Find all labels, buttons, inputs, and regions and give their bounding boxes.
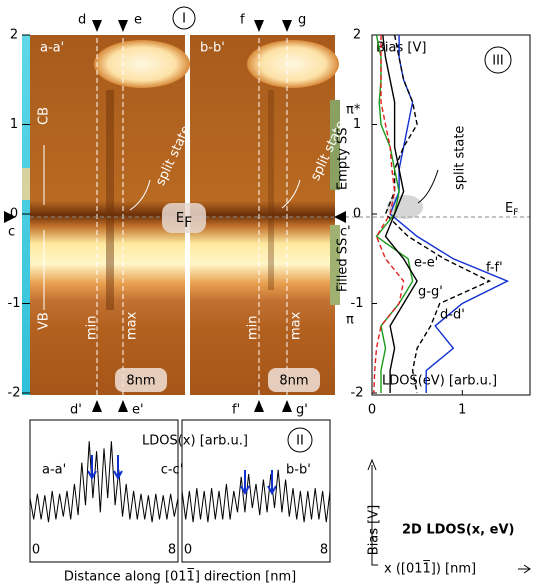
peak-arrow bbox=[113, 455, 123, 481]
profile-label: a-a' bbox=[42, 463, 66, 478]
profile-line bbox=[29, 441, 179, 523]
y-tick-label: -1 bbox=[8, 296, 21, 311]
image-right bbox=[190, 35, 335, 395]
cut-label: e bbox=[134, 13, 142, 28]
split-arrow bbox=[417, 169, 439, 204]
y-tick-label: 2 bbox=[353, 28, 361, 43]
panel-badge bbox=[484, 46, 512, 74]
cut-label: f' bbox=[232, 403, 240, 418]
panel-label: III bbox=[492, 54, 504, 69]
profile-line bbox=[181, 469, 331, 523]
y-tick-label: -1 bbox=[351, 296, 364, 311]
max-label: max bbox=[125, 311, 140, 340]
x-axis-label: LDOS(eV) [arb.u.] bbox=[382, 374, 497, 389]
y-axis-label: Bias [V] bbox=[376, 41, 426, 56]
cut-label: g' bbox=[296, 403, 308, 418]
ldos-curve bbox=[373, 35, 405, 394]
ef-main: E bbox=[176, 211, 184, 226]
pi-star: π* bbox=[346, 103, 361, 118]
min-label: min bbox=[246, 315, 261, 340]
profile-label: b-b' bbox=[286, 463, 311, 478]
profile-label: a-a' bbox=[40, 41, 64, 56]
filled-ss-strip bbox=[330, 225, 340, 305]
peak-arrow bbox=[267, 470, 277, 496]
cut-label: f bbox=[240, 13, 245, 28]
c-label: c' bbox=[340, 225, 351, 240]
x-tick-label: 8 bbox=[320, 543, 328, 558]
ef-sub: F bbox=[184, 215, 192, 231]
ldos-x-label: LDOS(x) [arb.u.] bbox=[142, 434, 248, 449]
cut-label: g bbox=[298, 13, 306, 28]
strip-mark bbox=[22, 168, 30, 200]
x-label: x ([011̅]) [nm] bbox=[384, 560, 476, 576]
frame bbox=[29, 419, 179, 563]
streak bbox=[106, 90, 114, 310]
ef-badge bbox=[162, 203, 206, 233]
bias-label: Bias [V] bbox=[367, 505, 382, 555]
cut-lines bbox=[96, 30, 288, 400]
panel-label: I bbox=[182, 12, 186, 27]
y-tick-label: 1 bbox=[353, 117, 361, 132]
panel-label: II bbox=[296, 434, 304, 449]
x-tick-label: 8 bbox=[168, 543, 176, 558]
y-tick-label: 0 bbox=[10, 207, 18, 222]
y-tick-label: 1 bbox=[10, 117, 18, 132]
y-tick-label: 2 bbox=[10, 28, 18, 43]
ef-label: EF bbox=[176, 211, 192, 232]
frame bbox=[371, 34, 531, 396]
bright-spot bbox=[94, 40, 190, 88]
scale-badge bbox=[115, 368, 167, 392]
scale-badge bbox=[268, 368, 320, 392]
axis-arrows bbox=[367, 458, 531, 574]
peak-arrow bbox=[240, 470, 250, 496]
pi: π bbox=[346, 313, 354, 328]
bright-spot bbox=[247, 40, 339, 88]
ldos-curve bbox=[384, 34, 492, 394]
streak bbox=[268, 90, 274, 290]
x-tick-label: 0 bbox=[368, 403, 376, 418]
cut-label: e' bbox=[132, 403, 144, 418]
cut-label: d' bbox=[70, 403, 82, 418]
profile-label: b-b' bbox=[200, 41, 225, 56]
y-tick-label: -2 bbox=[8, 386, 21, 401]
panel-badge bbox=[172, 6, 196, 30]
min-label: min bbox=[85, 315, 100, 340]
vb-label: VB bbox=[37, 312, 52, 330]
ef-main: E bbox=[505, 201, 513, 216]
c-label: c bbox=[8, 225, 15, 240]
x-tick-label: 1 bbox=[458, 403, 466, 418]
filled-ss: Filled SS bbox=[336, 238, 351, 292]
stm-image: I d e f g d' e' f' g' a-a' b-b' CB VB sp… bbox=[4, 6, 530, 418]
panel-badge bbox=[287, 427, 313, 453]
split-arrow bbox=[281, 179, 301, 209]
split-arrow bbox=[129, 179, 151, 211]
peak-arrow bbox=[87, 455, 97, 481]
curve-label: g-g' bbox=[418, 285, 443, 300]
x-tick-label: 0 bbox=[32, 543, 40, 558]
curve-label: d-d' bbox=[440, 308, 465, 323]
ldos-title: 2D LDOS(x, eV) bbox=[402, 523, 514, 538]
curve-label: e-e' bbox=[414, 256, 438, 271]
split-state-label: split state bbox=[453, 126, 468, 190]
curve-label: f-f' bbox=[486, 261, 503, 276]
ef-label: EF bbox=[505, 201, 518, 218]
empty-ss: Empty SS bbox=[336, 127, 351, 190]
image-left bbox=[30, 35, 185, 395]
cut-label: d bbox=[78, 13, 86, 28]
y-tick-label: 0 bbox=[353, 207, 361, 222]
cut-arrows bbox=[4, 20, 346, 412]
x-tick-label: 0 bbox=[184, 543, 192, 558]
cb-vb-strip bbox=[22, 35, 30, 395]
scale-label: 8nm bbox=[279, 374, 308, 389]
ef-sub: F bbox=[513, 208, 518, 218]
cb-label: CB bbox=[37, 107, 52, 125]
profile-label: c-c' bbox=[161, 463, 184, 478]
empty-ss-strip bbox=[330, 100, 340, 190]
max-label: max bbox=[289, 311, 304, 340]
ldos-curve bbox=[382, 34, 418, 393]
x-axis-label: Distance along [011̅] direction [nm] bbox=[64, 568, 296, 584]
y-tick-label: -2 bbox=[351, 386, 364, 401]
scale-label: 8nm bbox=[126, 374, 155, 389]
